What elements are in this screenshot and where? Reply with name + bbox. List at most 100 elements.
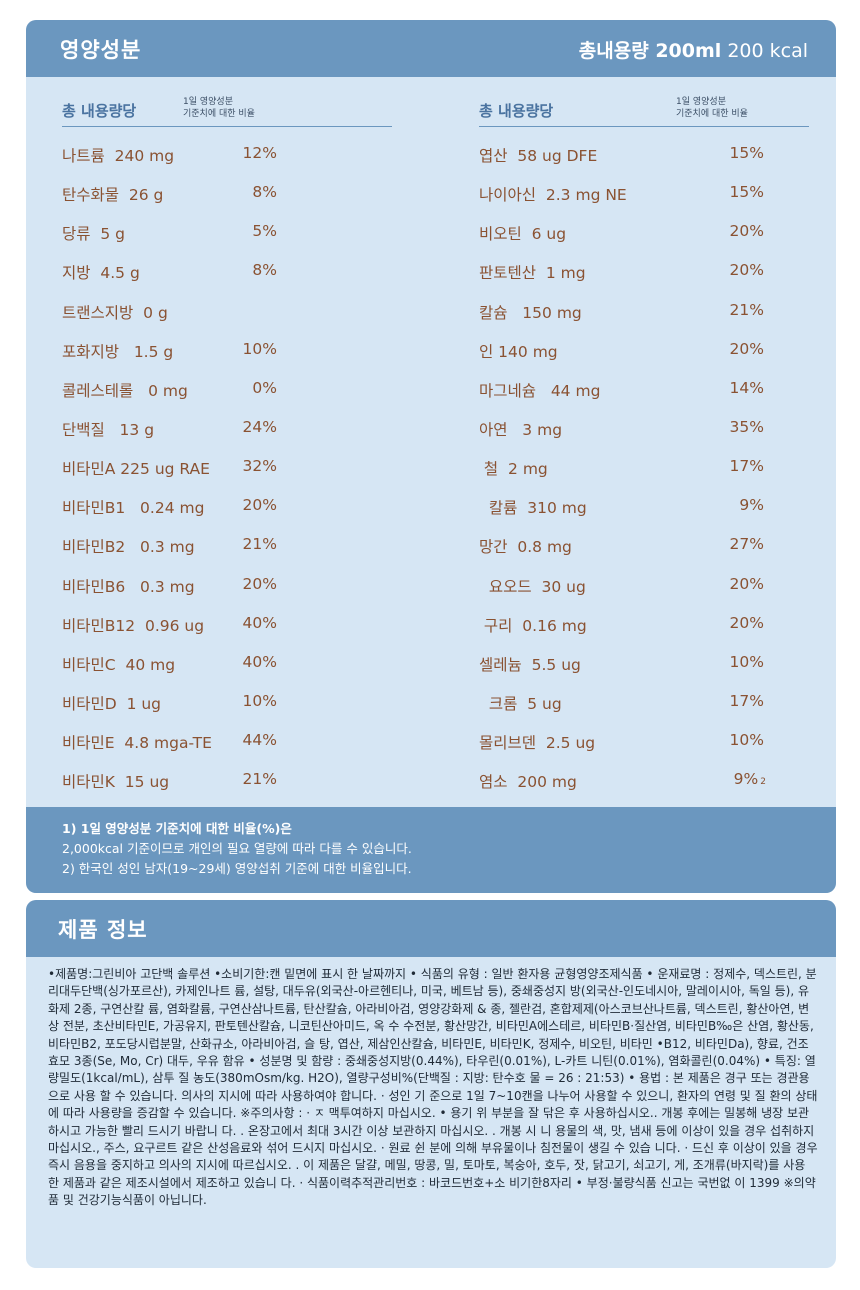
- nutrient-row: 염소 200 mg 9% 2: [479, 763, 819, 802]
- nutrient-row: 비타민B1 0.24 mg 20%: [62, 489, 382, 528]
- nutrient-name: 요오드 30 ug: [479, 577, 586, 596]
- nutrient-percent: 10%: [225, 340, 277, 358]
- nutrient-name: 철 2 mg: [479, 460, 548, 479]
- nutrient-percent: 9%: [712, 496, 764, 514]
- nutrient-percent-value: 21%: [242, 770, 277, 789]
- nutrient-percent-value: 12%: [242, 144, 277, 162]
- nutrient-percent-value: 27%: [729, 535, 764, 554]
- nutrient-name: 당류 5 g: [62, 225, 126, 244]
- nutrient-row: 엽산 58 ug DFE 15%: [479, 137, 819, 176]
- left-subtitle-line2: 기준치에 대한 비율: [183, 109, 255, 119]
- nutrient-name: 비타민B2 0.3 mg: [62, 538, 195, 557]
- total-volume-label: 총내용량: [578, 40, 649, 62]
- nutrient-percent: 21%: [712, 301, 764, 319]
- nutrient-row: 단백질 13 g 24%: [62, 411, 382, 450]
- nutrient-row: 칼슘 150 mg 21%: [479, 294, 819, 333]
- nutrient-percent: 32%: [225, 457, 277, 475]
- nutrient-row: 비오틴 6 ug 20%: [479, 215, 819, 254]
- nutrient-name: 구리 0.16 mg: [479, 616, 587, 635]
- nutrient-percent: 8%: [225, 183, 277, 201]
- nutrient-percent-value: 9%: [739, 496, 764, 515]
- nutrient-name: 비타민B1 0.24 mg: [62, 499, 205, 518]
- nutrient-percent: 5%: [225, 222, 277, 240]
- nutrient-percent-value: 35%: [729, 417, 764, 436]
- nutrient-row: 비타민A 225 ug RAE 32%: [62, 450, 382, 489]
- nutrient-row: 지방 4.5 g 8%: [62, 254, 382, 293]
- nutrient-percent: 12%: [225, 144, 277, 162]
- nutrient-percent: 17%: [712, 692, 764, 710]
- nutrient-name: 단백질 13 g: [62, 420, 155, 439]
- nutrient-name: 칼슘 150 mg: [479, 303, 582, 322]
- nutrient-percent: 10%: [712, 653, 764, 671]
- footnote-1-bold: 1) 1일 영양성분 기준치에 대한 비율(%)은: [62, 821, 292, 836]
- nutrient-name: 비타민E 4.8 mga-TE: [62, 734, 212, 753]
- nutrient-percent: 40%: [225, 614, 277, 632]
- nutrient-row: 탄수화물 26 g 8%: [62, 176, 382, 215]
- nutrition-title: 영양성분: [60, 38, 142, 62]
- nutrient-percent-value: 14%: [729, 378, 764, 397]
- nutrient-name: 비타민C 40 mg: [62, 655, 176, 674]
- nutrient-name: 아연 3 mg: [479, 420, 563, 439]
- nutrient-percent-value: 20%: [729, 613, 764, 632]
- nutrient-row: 트랜스지방 0 g: [62, 294, 382, 333]
- nutrient-percent: 20%: [712, 222, 764, 240]
- nutrient-percent-value: 8%: [252, 261, 277, 280]
- nutrient-row: 판토텐산 1 mg 20%: [479, 254, 819, 293]
- product-info-panel: 제품 정보 •제품명:그린비아 고단백 솔루션 •소비기한:캔 밑면에 표시 한…: [26, 900, 836, 1268]
- nutrient-name: 판토텐산 1 mg: [479, 264, 586, 283]
- nutrient-name: 칼륨 310 mg: [479, 499, 587, 518]
- nutrient-percent: 20%: [712, 261, 764, 279]
- nutrient-row: 나이아신 2.3 mg NE 15%: [479, 176, 819, 215]
- left-column-subtitle: 1일 영양성분 기준치에 대한 비율: [183, 96, 255, 120]
- product-info-text: •제품명:그린비아 고단백 솔루션 •소비기한:캔 밑면에 표시 한 날짜까지 …: [48, 967, 818, 1208]
- right-subtitle-line2: 기준치에 대한 비율: [676, 109, 748, 119]
- nutrient-name: 비타민D 1 ug: [62, 694, 162, 713]
- nutrient-name: 포화지방 1.5 g: [62, 342, 174, 361]
- footnote-2: 2) 한국인 성인 남자(19~29세) 영양섭취 기준에 대한 비율입니다.: [62, 861, 412, 876]
- nutrient-percent-value: 21%: [729, 300, 764, 319]
- nutrient-name: 나이아신 2.3 mg NE: [479, 186, 627, 205]
- nutrient-row: 요오드 30 ug 20%: [479, 568, 819, 607]
- nutrient-percent-value: 21%: [242, 535, 277, 554]
- nutrient-row: 비타민B12 0.96 ug 40%: [62, 607, 382, 646]
- nutrient-name: 염소 200 mg: [479, 773, 577, 792]
- nutrient-row: 비타민C 40 mg 40%: [62, 646, 382, 685]
- nutrient-row: 철 2 mg 17%: [479, 450, 819, 489]
- nutrient-row: 아연 3 mg 35%: [479, 411, 819, 450]
- nutrient-row: 칼륨 310 mg 9%: [479, 489, 819, 528]
- product-info-header: 제품 정보: [26, 900, 836, 957]
- nutrient-percent-value: 40%: [242, 613, 277, 632]
- nutrient-percent: 20%: [712, 340, 764, 358]
- nutrient-percent-value: 10%: [242, 691, 277, 710]
- nutrient-name: 콜레스테롤 0 mg: [62, 381, 188, 400]
- left-column-title: 총 내용량당: [62, 102, 137, 120]
- nutrient-percent: 35%: [712, 418, 764, 436]
- nutrient-percent: 44%: [225, 731, 277, 749]
- nutrient-percent-value: 20%: [729, 222, 764, 241]
- nutrient-percent-value: 20%: [242, 496, 277, 515]
- nutrient-row: 나트륨 240 mg 12%: [62, 137, 382, 176]
- nutrient-percent: 8%: [225, 261, 277, 279]
- nutrient-row: 몰리브덴 2.5 ug 10%: [479, 724, 819, 763]
- nutrient-list-left: 나트륨 240 mg 12% 탄수화물 26 g 8% 당류 5 g 5% 지방 4.5 g…: [62, 137, 382, 802]
- right-subtitle-line1: 1일 영양성분: [676, 97, 726, 107]
- product-info-title: 제품 정보: [58, 918, 148, 942]
- nutrient-percent-value: 32%: [242, 457, 277, 476]
- nutrient-percent-value: 10%: [729, 652, 764, 671]
- nutrient-name: 비타민B12 0.96 ug: [62, 616, 205, 635]
- nutrient-name: 비타민K 15 ug: [62, 773, 170, 792]
- nutrient-name: 지방 4.5 g: [62, 264, 140, 283]
- nutrient-percent: 20%: [225, 575, 277, 593]
- nutrient-name: 몰리브덴 2.5 ug: [479, 734, 596, 753]
- nutrient-percent-value: 20%: [729, 574, 764, 593]
- nutrient-row: 망간 0.8 mg 27%: [479, 528, 819, 567]
- nutrient-row: 당류 5 g 5%: [62, 215, 382, 254]
- right-column-title: 총 내용량당: [479, 102, 554, 120]
- nutrient-name: 트랜스지방 0 g: [62, 303, 168, 322]
- total-kcal: 200 kcal: [727, 40, 808, 62]
- nutrient-row: 비타민B2 0.3 mg 21%: [62, 528, 382, 567]
- nutrient-percent: 27%: [712, 535, 764, 553]
- nutrient-row: 비타민D 1 ug 10%: [62, 685, 382, 724]
